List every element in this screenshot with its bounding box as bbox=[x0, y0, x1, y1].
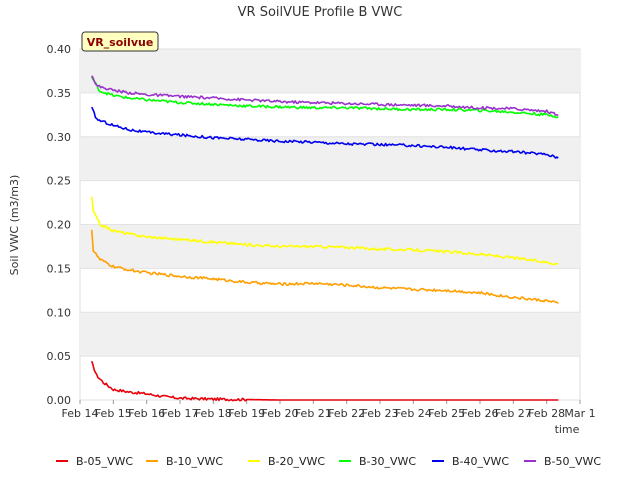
y-tick-label: 0.20 bbox=[47, 219, 72, 232]
x-tick-label: Feb 25 bbox=[428, 407, 465, 420]
y-tick-label: 0.40 bbox=[47, 43, 72, 56]
y-tick-label: 0.05 bbox=[47, 350, 72, 363]
y-axis-ticks: 0.00 0.05 0.10 0.15 0.20 0.25 0.30 0.35 0.40 bbox=[47, 43, 72, 407]
x-tick-label: Feb 18 bbox=[195, 407, 232, 420]
grid-lines bbox=[80, 48, 580, 401]
x-tick-label: Feb 17 bbox=[162, 407, 199, 420]
x-tick-label: Feb 15 bbox=[95, 407, 132, 420]
series-line-b-50-vwc bbox=[91, 75, 559, 116]
legend: B-05_VWC B-10_VWC B-20_VWC B-30_VWC B-40_VWC… bbox=[56, 455, 601, 468]
x-tick-label: Feb 27 bbox=[495, 407, 532, 420]
legend-label: B-50_VWC bbox=[544, 455, 601, 468]
y-tick-label: 0.30 bbox=[47, 131, 72, 144]
x-tick-label: Feb 23 bbox=[362, 407, 399, 420]
series-line-b-30-vwc bbox=[90, 76, 559, 119]
x-tick-label: Feb 26 bbox=[462, 407, 499, 420]
legend-label: B-05_VWC bbox=[76, 455, 133, 468]
source-badge: VR_soilvue bbox=[81, 31, 159, 52]
x-tick-label: Feb 14 bbox=[62, 407, 99, 420]
x-tick-label: Mar 1 bbox=[564, 407, 595, 420]
x-axis-label: time bbox=[555, 423, 580, 436]
x-tick-label: Feb 24 bbox=[395, 407, 432, 420]
x-tick-label: Feb 19 bbox=[228, 407, 265, 420]
legend-label: B-10_VWC bbox=[166, 455, 223, 468]
x-tick-label: Feb 16 bbox=[128, 407, 165, 420]
x-tick-label: Feb 22 bbox=[328, 407, 365, 420]
y-tick-label: 0.10 bbox=[47, 306, 72, 319]
plot-band bbox=[80, 312, 580, 357]
legend-label: B-40_VWC bbox=[452, 455, 509, 468]
series-line-b-20-vwc bbox=[90, 196, 559, 266]
y-tick-label: 0.15 bbox=[47, 262, 72, 275]
legend-label: B-30_VWC bbox=[359, 455, 416, 468]
series-line-b-05-vwc bbox=[90, 360, 559, 402]
series-line-b-40-vwc bbox=[90, 106, 559, 159]
legend-label: B-20_VWC bbox=[268, 455, 325, 468]
y-tick-label: 0.35 bbox=[47, 87, 72, 100]
series-layer bbox=[90, 75, 559, 402]
source-badge-label: VR_soilvue bbox=[87, 36, 154, 49]
x-tick-label: Feb 28 bbox=[528, 407, 565, 420]
y-tick-label: 0.25 bbox=[47, 175, 72, 188]
series-line-b-10-vwc bbox=[90, 229, 559, 305]
source-badge-box bbox=[81, 31, 159, 52]
y-axis-label: Soil VWC (m3/m3) bbox=[8, 175, 21, 276]
x-tick-label: Feb 21 bbox=[295, 407, 332, 420]
chart-title: VR SoilVUE Profile B VWC bbox=[238, 5, 403, 20]
y-tick-label: 0.00 bbox=[47, 394, 72, 407]
x-tick-label: Feb 20 bbox=[262, 407, 299, 420]
plot-band bbox=[80, 49, 580, 93]
